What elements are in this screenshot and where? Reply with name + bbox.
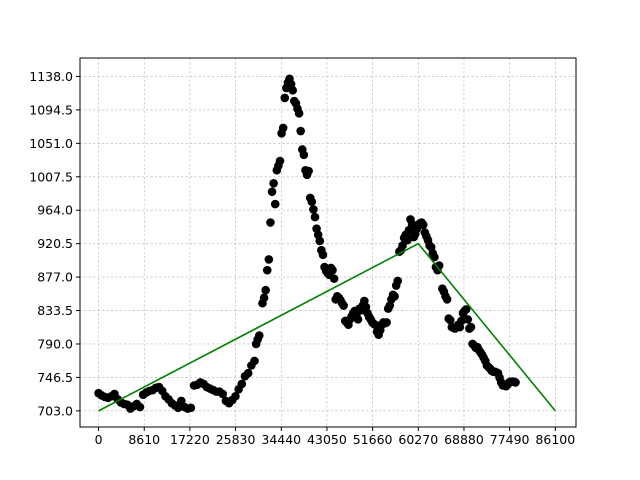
data-point — [315, 236, 325, 246]
data-point — [318, 250, 328, 260]
y-tick-label: 703.0 — [37, 403, 73, 418]
data-point — [266, 218, 275, 227]
data-point — [267, 187, 277, 197]
data-point — [418, 220, 428, 230]
axes-frame — [79, 57, 577, 428]
data-point — [278, 123, 288, 133]
data-point — [299, 150, 309, 160]
data-point — [461, 305, 471, 314]
data-point — [353, 315, 363, 324]
data-point — [261, 285, 270, 295]
x-axis: 0 8610 17220 25830 34440 43050 51660 60270 68880… — [95, 427, 575, 447]
data-point — [186, 403, 196, 413]
y-tick-label: 746.5 — [37, 370, 73, 385]
data-point — [255, 331, 264, 340]
data-point — [250, 356, 259, 366]
y-tick-label: 964.0 — [37, 203, 73, 218]
y-tick-label: 1138.0 — [29, 69, 73, 84]
x-tick-label: 0 — [95, 432, 103, 447]
data-point — [231, 391, 240, 401]
y-axis: 703.0 746.5 790.0 833.5 877.0 920.5 964.0 1007.… — [29, 69, 80, 418]
data-point — [463, 315, 473, 324]
data-point — [259, 293, 269, 303]
scatter-series — [94, 74, 520, 413]
data-point — [173, 403, 183, 413]
data-point — [310, 212, 320, 222]
y-tick-label: 833.5 — [37, 303, 73, 318]
data-point — [275, 156, 285, 166]
data-point — [466, 322, 476, 332]
data-point — [328, 265, 337, 275]
data-point — [390, 292, 399, 301]
x-tick-label: 8610 — [128, 432, 160, 447]
x-tick-label: 25830 — [216, 432, 256, 447]
data-point — [218, 389, 227, 399]
plot-area: 0 8610 17220 25830 34440 43050 51660 60270 68880… — [29, 57, 577, 447]
data-point — [296, 126, 305, 136]
data-point — [339, 301, 348, 310]
x-tick-label: 51660 — [353, 432, 393, 447]
data-point — [264, 255, 274, 264]
x-tick-label: 60270 — [398, 432, 438, 447]
data-point — [403, 235, 412, 245]
y-tick-label: 1007.5 — [29, 169, 73, 184]
y-tick-label: 920.5 — [37, 236, 73, 251]
data-point — [304, 166, 313, 176]
data-point — [262, 265, 272, 275]
data-point — [135, 402, 145, 412]
y-tick-label: 877.0 — [37, 270, 73, 285]
x-tick-label: 34440 — [261, 432, 301, 447]
x-tick-label: 17220 — [170, 432, 210, 447]
x-tick-label: 77490 — [490, 432, 530, 447]
x-tick-label: 68880 — [444, 432, 484, 447]
data-point — [237, 379, 247, 389]
trend-line — [98, 242, 556, 412]
data-point — [243, 368, 253, 378]
x-tick-label: 43050 — [307, 432, 347, 447]
data-point — [309, 205, 318, 214]
data-point — [511, 378, 520, 387]
data-point — [329, 274, 339, 283]
data-point — [270, 199, 280, 209]
data-point — [393, 276, 403, 286]
y-tick-label: 790.0 — [37, 336, 73, 351]
data-point — [307, 197, 317, 207]
x-tick-label: 86100 — [535, 432, 575, 447]
y-tick-label: 1051.0 — [29, 136, 73, 151]
data-point — [442, 295, 452, 304]
data-point — [280, 93, 290, 103]
y-tick-label: 1094.5 — [29, 102, 73, 117]
data-point — [445, 315, 455, 325]
data-point — [294, 109, 304, 118]
data-point — [288, 85, 298, 95]
data-point — [269, 179, 278, 188]
data-point — [382, 318, 391, 327]
data-point — [430, 252, 439, 262]
